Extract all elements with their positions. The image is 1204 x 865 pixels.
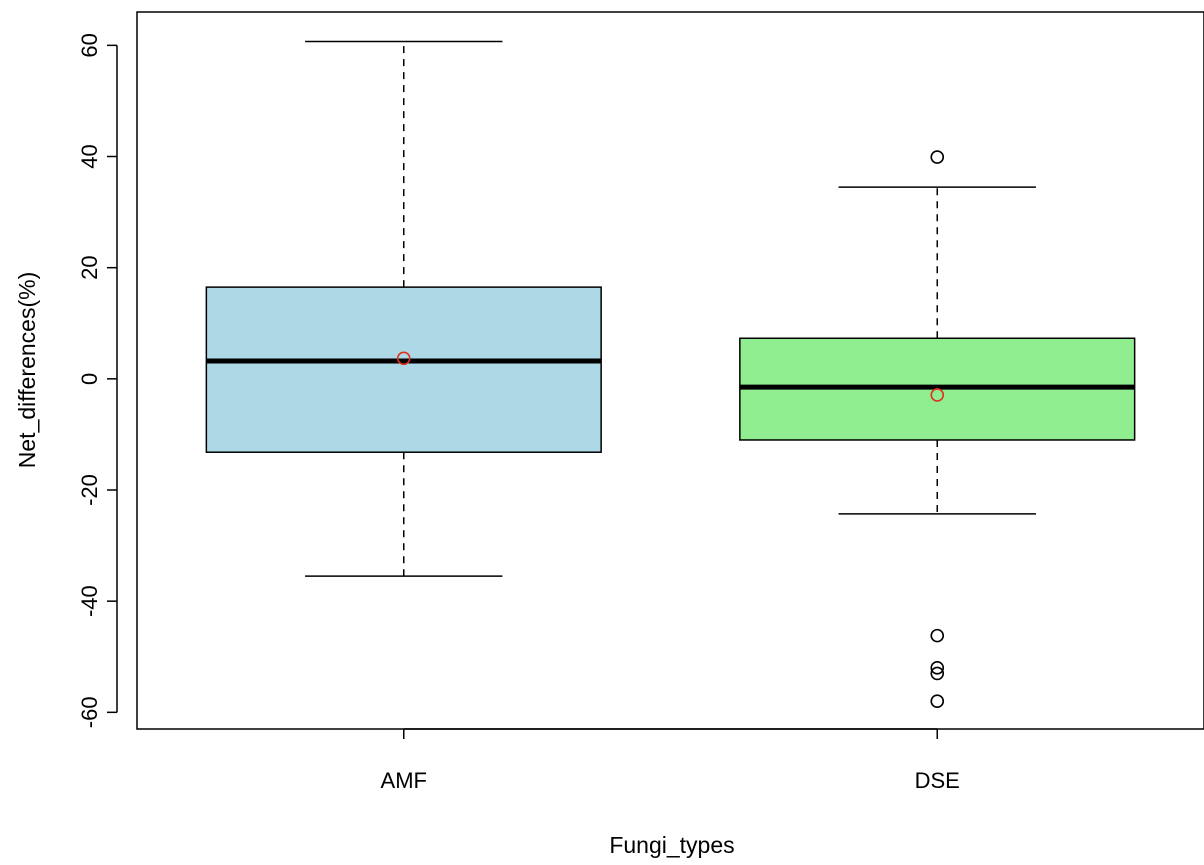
y-tick-label: -60 [77, 696, 102, 728]
y-tick-label: -20 [77, 474, 102, 506]
x-tick-label-amf: AMF [381, 768, 427, 793]
y-axis-title: Net_differences(%) [14, 272, 40, 468]
y-tick-label: 60 [77, 33, 102, 57]
y-tick-label: -40 [77, 585, 102, 617]
x-tick-label-dse: DSE [915, 768, 960, 793]
outlier-point-dse [930, 694, 945, 709]
box-amf [205, 286, 602, 453]
x-axis-title: Fungi_types [609, 832, 734, 858]
mean-point-dse [930, 388, 945, 402]
outlier-point-dse [930, 150, 945, 164]
y-tick-label: 20 [77, 255, 102, 279]
y-tick-label: 40 [77, 144, 102, 168]
mean-point-amf [396, 351, 411, 366]
y-tick-label: 0 [77, 373, 102, 385]
outlier-point-dse [930, 628, 945, 643]
outlier-point-dse [930, 661, 945, 675]
outlier-point-dse [930, 666, 945, 681]
